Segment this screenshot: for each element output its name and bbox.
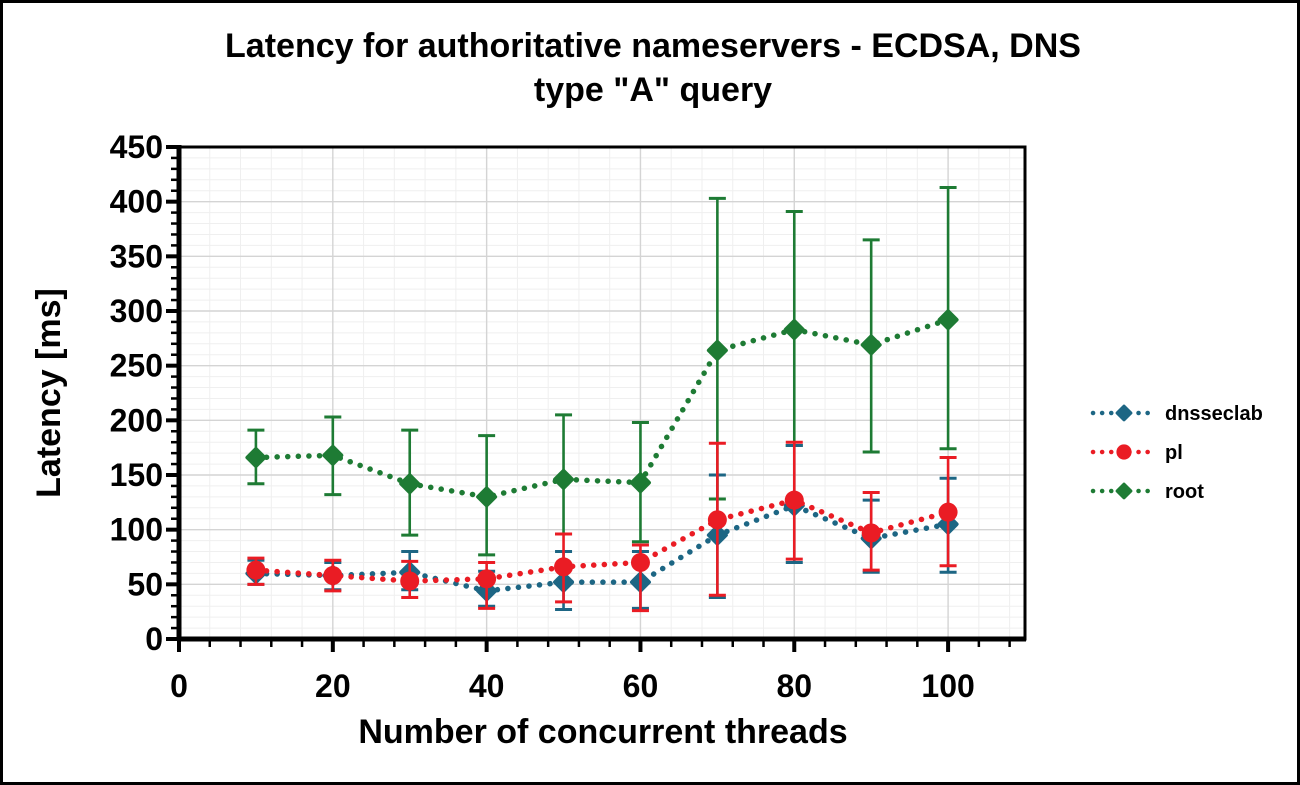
data-point-marker (630, 552, 650, 572)
x-tick-label: 80 (776, 668, 812, 704)
axis-ticks (166, 145, 1011, 652)
x-tick-labels: 0 20 40 60 80 100 (170, 668, 975, 704)
data-point-marker (400, 571, 420, 591)
y-tick-label: 450 (110, 129, 163, 165)
legend-item-root: root (1090, 481, 1204, 503)
data-point-marker (861, 523, 881, 543)
data-point-marker (322, 444, 344, 466)
series-line (253, 316, 951, 500)
y-tick-labels: 0 50 100 150 200 250 300 350 400 450 (110, 129, 163, 657)
data-point-marker (553, 468, 575, 490)
x-tick-label: 100 (921, 668, 974, 704)
series-pl (246, 440, 958, 613)
y-tick-label: 150 (110, 457, 163, 493)
x-tick-label: 60 (623, 668, 659, 704)
legend-label: root (1165, 481, 1204, 503)
data-point-marker (399, 473, 421, 495)
y-tick-label: 50 (127, 566, 163, 602)
x-axis-title: Number of concurrent threads (358, 713, 847, 751)
data-point-marker (476, 486, 498, 508)
data-point-marker (1115, 482, 1133, 500)
legend-label: pl (1165, 442, 1183, 464)
y-tick-label: 100 (110, 512, 163, 548)
x-tick-label: 20 (315, 668, 351, 704)
y-tick-label: 400 (110, 184, 163, 220)
legend-item-pl: pl (1090, 442, 1183, 464)
legend: dnsseclab pl root (1090, 403, 1263, 503)
y-tick-label: 0 (145, 621, 163, 657)
data-point-marker (784, 490, 804, 510)
data-point-marker (323, 566, 343, 586)
chart-title-line1: Latency for authoritative nameservers - … (225, 27, 1081, 65)
data-point-marker (783, 319, 805, 341)
data-point-marker (938, 502, 958, 522)
data-point-marker (629, 472, 651, 494)
data-point-marker (477, 569, 497, 589)
legend-item-dnsseclab: dnsseclab (1090, 403, 1263, 425)
data-point-marker (706, 339, 728, 361)
legend-label: dnsseclab (1165, 403, 1263, 425)
gridlines (179, 147, 1025, 639)
data-point-marker (937, 309, 959, 331)
y-tick-label: 250 (110, 348, 163, 384)
latency-line-chart: 0 20 40 60 80 100 0 50 100 150 200 250 300 350 400 450… (30, 27, 1263, 751)
data-series (245, 185, 959, 613)
data-point-marker (860, 334, 882, 356)
data-point-marker (1116, 444, 1132, 460)
series-root (245, 185, 959, 557)
series-line (253, 497, 951, 584)
y-tick-label: 300 (110, 293, 163, 329)
data-point-marker (707, 510, 727, 530)
y-tick-label: 200 (110, 402, 163, 438)
series-line (253, 502, 951, 594)
y-axis-title: Latency [ms] (30, 288, 68, 498)
y-tick-label: 350 (110, 238, 163, 274)
data-point-marker (554, 557, 574, 577)
data-point-marker (1115, 404, 1133, 422)
x-tick-label: 0 (170, 668, 188, 704)
chart-title-line2: type "A" query (534, 71, 772, 109)
x-tick-label: 40 (469, 668, 505, 704)
data-point-marker (246, 560, 266, 580)
data-point-marker (245, 447, 267, 469)
